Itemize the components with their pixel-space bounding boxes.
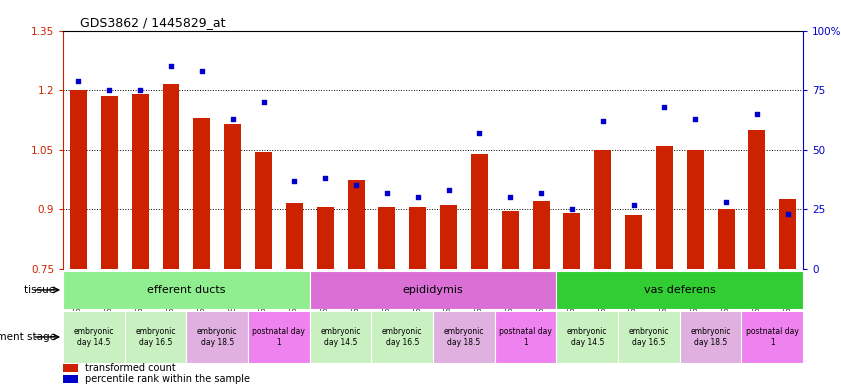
Point	[750, 111, 764, 117]
Bar	[70, 90, 87, 269]
Bar	[309, 311, 372, 363]
Text: epididymis: epididymis	[403, 285, 463, 295]
Bar	[309, 271, 557, 309]
Bar	[286, 204, 303, 269]
Bar	[193, 118, 210, 269]
Text: embryonic
day 18.5: embryonic day 18.5	[690, 327, 731, 347]
Bar	[532, 201, 549, 269]
Point	[71, 78, 85, 84]
Bar	[656, 146, 673, 269]
Bar	[495, 311, 557, 363]
Point	[504, 194, 517, 200]
Bar	[63, 271, 309, 309]
Text: embryonic
day 16.5: embryonic day 16.5	[382, 327, 422, 347]
Text: postnatal day
1: postnatal day 1	[252, 327, 305, 347]
Bar	[187, 311, 248, 363]
Bar	[347, 180, 364, 269]
Bar	[63, 364, 78, 372]
Text: transformed count: transformed count	[85, 363, 176, 373]
Point	[473, 130, 486, 136]
Text: embryonic
day 14.5: embryonic day 14.5	[74, 327, 114, 347]
Bar	[748, 130, 765, 269]
Text: postnatal day
1: postnatal day 1	[746, 327, 799, 347]
Point	[627, 202, 640, 208]
Bar	[63, 375, 78, 383]
Point	[442, 187, 455, 193]
Bar	[63, 311, 124, 363]
Text: vas deferens: vas deferens	[644, 285, 716, 295]
Point	[349, 182, 362, 189]
Bar	[780, 199, 796, 269]
Bar	[680, 311, 742, 363]
Point	[719, 199, 733, 205]
Text: embryonic
day 16.5: embryonic day 16.5	[629, 327, 669, 347]
Bar	[378, 207, 395, 269]
Text: postnatal day
1: postnatal day 1	[500, 327, 552, 347]
Point	[288, 178, 301, 184]
Point	[565, 206, 579, 212]
Text: development stage: development stage	[0, 332, 59, 342]
Bar	[317, 207, 334, 269]
Bar	[225, 124, 241, 269]
Bar	[618, 311, 680, 363]
Text: embryonic
day 16.5: embryonic day 16.5	[135, 327, 176, 347]
Bar	[502, 211, 519, 269]
Point	[257, 99, 270, 105]
Bar	[563, 213, 580, 269]
Text: tissue: tissue	[24, 285, 59, 295]
Bar	[742, 311, 803, 363]
Point	[689, 116, 702, 122]
Bar	[255, 152, 272, 269]
Point	[226, 116, 240, 122]
Point	[134, 87, 147, 93]
Bar	[557, 311, 618, 363]
Bar	[440, 205, 457, 269]
Text: embryonic
day 18.5: embryonic day 18.5	[444, 327, 484, 347]
Bar	[471, 154, 488, 269]
Bar	[101, 96, 118, 269]
Bar	[687, 150, 704, 269]
Bar	[717, 209, 734, 269]
Text: percentile rank within the sample: percentile rank within the sample	[85, 374, 251, 384]
Text: efferent ducts: efferent ducts	[147, 285, 225, 295]
Bar	[372, 311, 433, 363]
Bar	[625, 215, 642, 269]
Bar	[410, 207, 426, 269]
Point	[103, 87, 116, 93]
Point	[164, 63, 177, 70]
Bar	[162, 84, 179, 269]
Point	[534, 190, 547, 196]
Point	[380, 190, 394, 196]
Point	[781, 211, 795, 217]
Point	[658, 104, 671, 110]
Text: GDS3862 / 1445829_at: GDS3862 / 1445829_at	[80, 16, 225, 29]
Text: embryonic
day 14.5: embryonic day 14.5	[567, 327, 607, 347]
Point	[195, 68, 209, 74]
Bar	[595, 150, 611, 269]
Text: embryonic
day 14.5: embryonic day 14.5	[320, 327, 361, 347]
Point	[319, 175, 332, 181]
Bar	[132, 94, 149, 269]
Bar	[124, 311, 187, 363]
Point	[596, 118, 610, 124]
Bar	[557, 271, 803, 309]
Bar	[433, 311, 495, 363]
Bar	[248, 311, 309, 363]
Text: embryonic
day 18.5: embryonic day 18.5	[197, 327, 237, 347]
Point	[411, 194, 425, 200]
